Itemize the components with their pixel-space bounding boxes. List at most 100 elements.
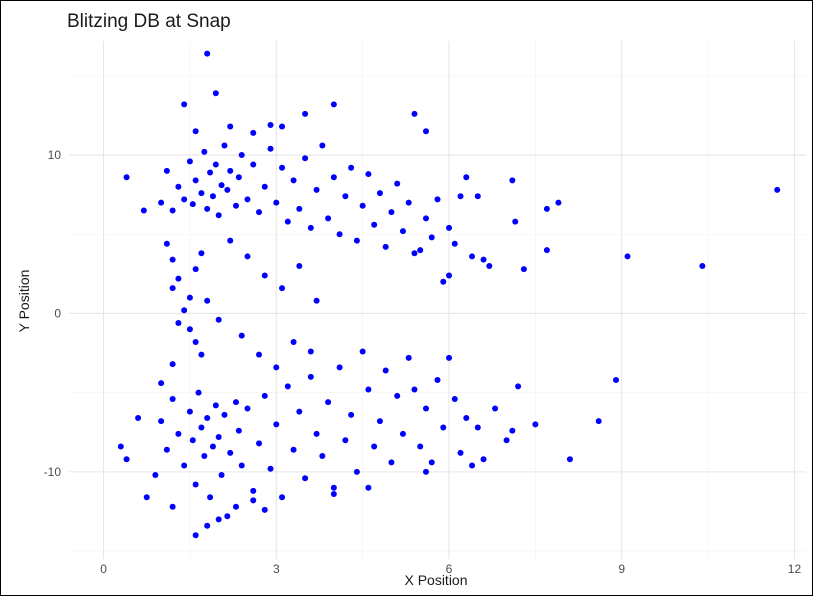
- data-point: [224, 186, 231, 193]
- data-point: [238, 152, 245, 159]
- data-point: [376, 418, 383, 425]
- data-point: [480, 256, 487, 263]
- data-point: [774, 186, 781, 193]
- x-axis-ticks: 0 3 6 9 12: [100, 562, 801, 576]
- data-point: [382, 367, 389, 374]
- data-point: [290, 338, 297, 345]
- data-point: [474, 424, 481, 431]
- data-point: [348, 164, 355, 171]
- data-point: [469, 462, 476, 469]
- data-point: [221, 142, 228, 149]
- data-point: [204, 522, 211, 529]
- data-point: [198, 190, 205, 197]
- data-point: [250, 129, 257, 136]
- data-point: [422, 215, 429, 222]
- data-point: [428, 234, 435, 241]
- data-point: [451, 396, 458, 403]
- data-point: [169, 207, 176, 214]
- data-point: [296, 262, 303, 269]
- data-point: [215, 316, 222, 323]
- x-tick-label: 3: [273, 562, 280, 576]
- data-point: [235, 174, 242, 181]
- data-point: [143, 494, 150, 501]
- y-tick-label: -10: [44, 465, 62, 479]
- data-point: [261, 506, 268, 513]
- data-point: [313, 430, 320, 437]
- data-point: [204, 205, 211, 212]
- data-point: [699, 262, 706, 269]
- data-point: [376, 190, 383, 197]
- data-point: [212, 90, 219, 97]
- data-point: [192, 177, 199, 184]
- data-point: [186, 158, 193, 165]
- data-point: [135, 415, 142, 422]
- data-point: [492, 405, 499, 412]
- data-point: [198, 250, 205, 257]
- data-point: [204, 415, 211, 422]
- data-point: [207, 169, 214, 176]
- data-point: [224, 513, 231, 520]
- data-point: [140, 207, 147, 214]
- data-point: [238, 462, 245, 469]
- data-point: [232, 503, 239, 510]
- data-point: [232, 202, 239, 209]
- data-point: [181, 462, 188, 469]
- data-point: [382, 243, 389, 250]
- data-point: [451, 240, 458, 247]
- data-point: [256, 351, 263, 358]
- data-point: [313, 186, 320, 193]
- data-point: [284, 218, 291, 225]
- data-point: [365, 171, 372, 178]
- data-point: [342, 437, 349, 444]
- data-point: [457, 193, 464, 200]
- data-point: [520, 266, 527, 273]
- data-point: [543, 247, 550, 254]
- data-point: [612, 376, 619, 383]
- x-tick-label: 12: [788, 562, 802, 576]
- data-point: [371, 443, 378, 450]
- data-point: [463, 415, 470, 422]
- data-point: [353, 468, 360, 475]
- data-point: [158, 380, 165, 387]
- data-point: [256, 209, 263, 216]
- data-point: [152, 472, 159, 479]
- data-point: [244, 405, 251, 412]
- data-point: [186, 294, 193, 301]
- data-point: [273, 364, 280, 371]
- data-point: [512, 218, 519, 225]
- data-point: [302, 110, 309, 117]
- chart-title: Blitzing DB at Snap: [67, 11, 231, 32]
- data-point: [434, 196, 441, 203]
- data-point: [342, 193, 349, 200]
- data-point: [440, 278, 447, 285]
- data-point: [267, 121, 274, 128]
- data-point: [509, 427, 516, 434]
- data-point: [411, 386, 418, 393]
- data-point: [325, 215, 332, 222]
- data-point: [227, 167, 234, 174]
- data-point: [405, 354, 412, 361]
- data-point: [218, 182, 225, 189]
- data-point: [330, 491, 337, 498]
- data-point: [405, 199, 412, 206]
- data-point: [446, 272, 453, 279]
- data-point: [169, 396, 176, 403]
- data-point: [399, 430, 406, 437]
- data-point: [417, 443, 424, 450]
- data-point: [509, 177, 516, 184]
- data-point: [215, 212, 222, 219]
- data-point: [446, 354, 453, 361]
- data-point: [209, 193, 216, 200]
- data-point: [394, 180, 401, 187]
- data-point: [181, 101, 188, 108]
- data-point: [204, 50, 211, 57]
- data-point: [302, 475, 309, 482]
- data-point: [204, 297, 211, 304]
- data-point: [181, 196, 188, 203]
- data-point: [330, 101, 337, 108]
- data-point: [238, 332, 245, 339]
- data-points: [117, 50, 781, 539]
- data-point: [422, 468, 429, 475]
- y-tick-label: 0: [54, 306, 61, 320]
